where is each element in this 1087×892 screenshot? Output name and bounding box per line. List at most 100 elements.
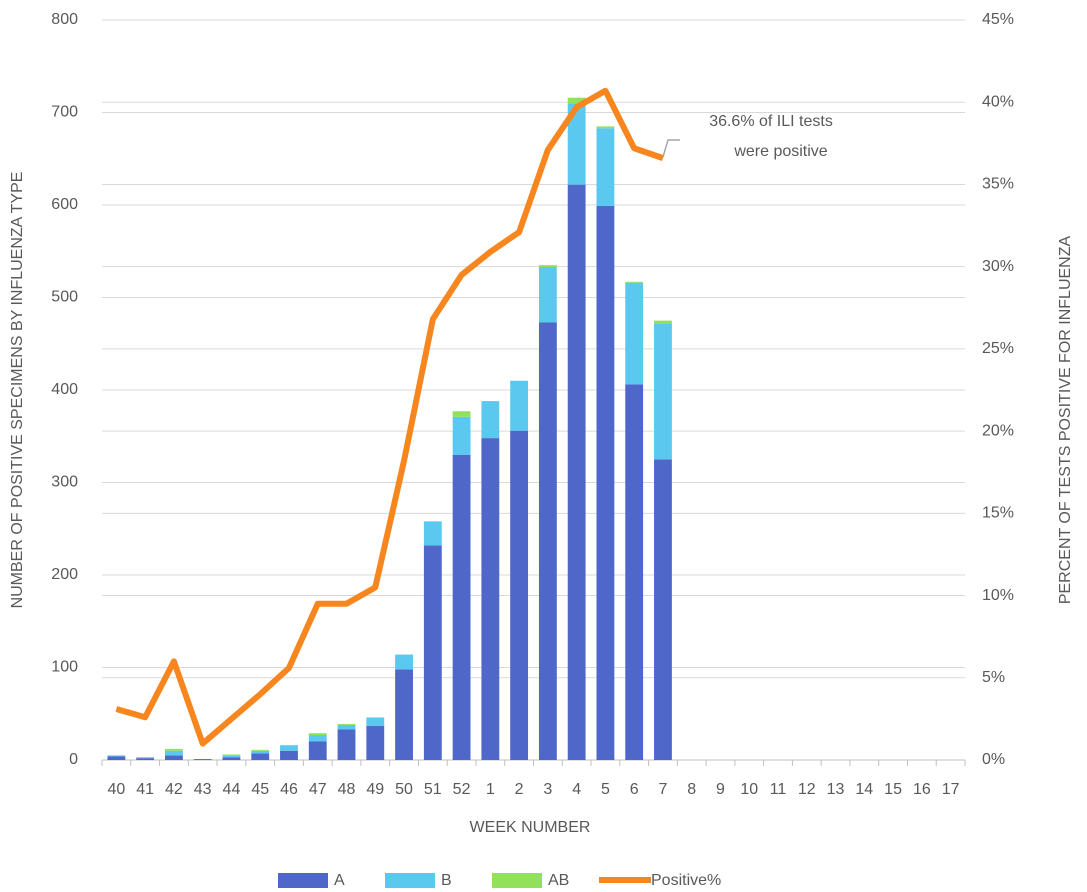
bar: [337, 723, 356, 725]
annotation: 36.6% of ILI tests: [709, 113, 833, 130]
y2-tick-label: 45%: [982, 11, 1014, 28]
bar: [251, 749, 270, 751]
y-axis-title: NUMBER OF POSITIVE SPECIMENS BY INFLUENZ…: [9, 172, 26, 609]
legend-swatch: [492, 873, 542, 888]
bar: [538, 322, 557, 760]
bar: [423, 545, 442, 760]
bar: [625, 281, 644, 283]
bar: [481, 438, 500, 760]
bar: [510, 380, 529, 431]
x-tick-label: 17: [942, 781, 960, 798]
x-tick-label: 11: [770, 781, 787, 798]
bar: [222, 755, 241, 758]
x-tick-label: 5: [601, 781, 610, 798]
y-tick-label: 200: [51, 566, 78, 583]
x-tick-label: 6: [630, 781, 639, 798]
x-tick-label: 42: [165, 781, 183, 798]
bar: [193, 759, 212, 760]
x-tick-label: 3: [543, 781, 552, 798]
y-tick-label: 0: [69, 751, 78, 768]
bar: [654, 320, 672, 324]
bar: [251, 753, 270, 760]
bar: [308, 741, 327, 760]
line: [115, 87, 664, 747]
bar: [452, 416, 471, 455]
x-tick-label: 15: [884, 781, 902, 798]
bar: [654, 459, 672, 760]
x-tick-label: 10: [740, 781, 758, 798]
bar: [366, 717, 385, 726]
bar: [538, 266, 557, 323]
bar: [337, 724, 356, 730]
x-tick-label: 12: [798, 781, 816, 798]
bar: [452, 454, 471, 760]
bar: [395, 654, 413, 670]
bar: [654, 323, 672, 460]
bar: [395, 669, 413, 760]
bar: [308, 733, 327, 736]
x-tick-label: 46: [280, 781, 298, 798]
annotation-leader: [662, 139, 680, 158]
x-tick-label: 4: [572, 781, 581, 798]
x-tick-label: 44: [223, 781, 241, 798]
x-tick-label: 2: [515, 781, 524, 798]
annotation: were positive: [733, 143, 827, 160]
y-tick-label: 400: [51, 381, 78, 398]
legend-label: AB: [548, 872, 569, 889]
y2-tick-label: 20%: [982, 422, 1014, 439]
x-tick-label: 7: [658, 781, 667, 798]
bar: [596, 128, 615, 206]
bar: [567, 103, 586, 185]
bar: [452, 411, 471, 417]
x-tick-label: 13: [827, 781, 845, 798]
x-tick-label: 41: [136, 781, 154, 798]
bar: [280, 750, 298, 760]
legend-swatch: [385, 873, 435, 888]
bar: [136, 758, 155, 760]
y-tick-label: 600: [51, 196, 78, 213]
x-tick-label: 49: [366, 781, 384, 798]
bar: [222, 757, 241, 760]
x-tick-label: 45: [251, 781, 269, 798]
bar: [567, 97, 586, 104]
bar: [596, 126, 615, 129]
bar: [481, 401, 500, 439]
bar: [280, 745, 298, 751]
y2-tick-label: 10%: [982, 587, 1014, 604]
bar: [510, 430, 529, 760]
y2-axis-title: PERCENT OF TESTS POSITIVE FOR INFLUENZA: [1057, 236, 1074, 605]
legend-label: A: [334, 872, 345, 889]
y2-tick-label: 5%: [982, 669, 1005, 686]
y2-tick-label: 40%: [982, 93, 1014, 110]
x-tick-label: 1: [486, 781, 495, 798]
y-tick-label: 100: [51, 659, 78, 676]
bar: [107, 756, 126, 760]
x-axis-title: WEEK NUMBER: [470, 819, 591, 836]
bar: [625, 384, 644, 760]
bar: [538, 265, 557, 267]
x-tick-label: 50: [395, 781, 413, 798]
y-tick-label: 700: [51, 104, 78, 121]
x-tick-label: 40: [107, 781, 125, 798]
bar: [308, 735, 327, 742]
bar: [596, 205, 615, 761]
bar: [164, 755, 183, 760]
y2-tick-label: 35%: [982, 176, 1014, 193]
y2-tick-label: 15%: [982, 505, 1014, 522]
bar: [107, 755, 126, 757]
bar: [136, 757, 155, 759]
bar: [423, 521, 442, 546]
bar: [625, 282, 644, 385]
x-tick-label: 14: [855, 781, 873, 798]
y-tick-label: 800: [51, 11, 78, 28]
x-tick-label: 48: [338, 781, 356, 798]
bar: [567, 184, 586, 760]
x-tick-label: 52: [453, 781, 471, 798]
x-tick-label: 47: [309, 781, 327, 798]
bar: [366, 725, 385, 760]
legend-label: B: [441, 872, 452, 889]
bar: [222, 754, 241, 756]
x-tick-label: 8: [687, 781, 696, 798]
bar: [337, 729, 356, 760]
